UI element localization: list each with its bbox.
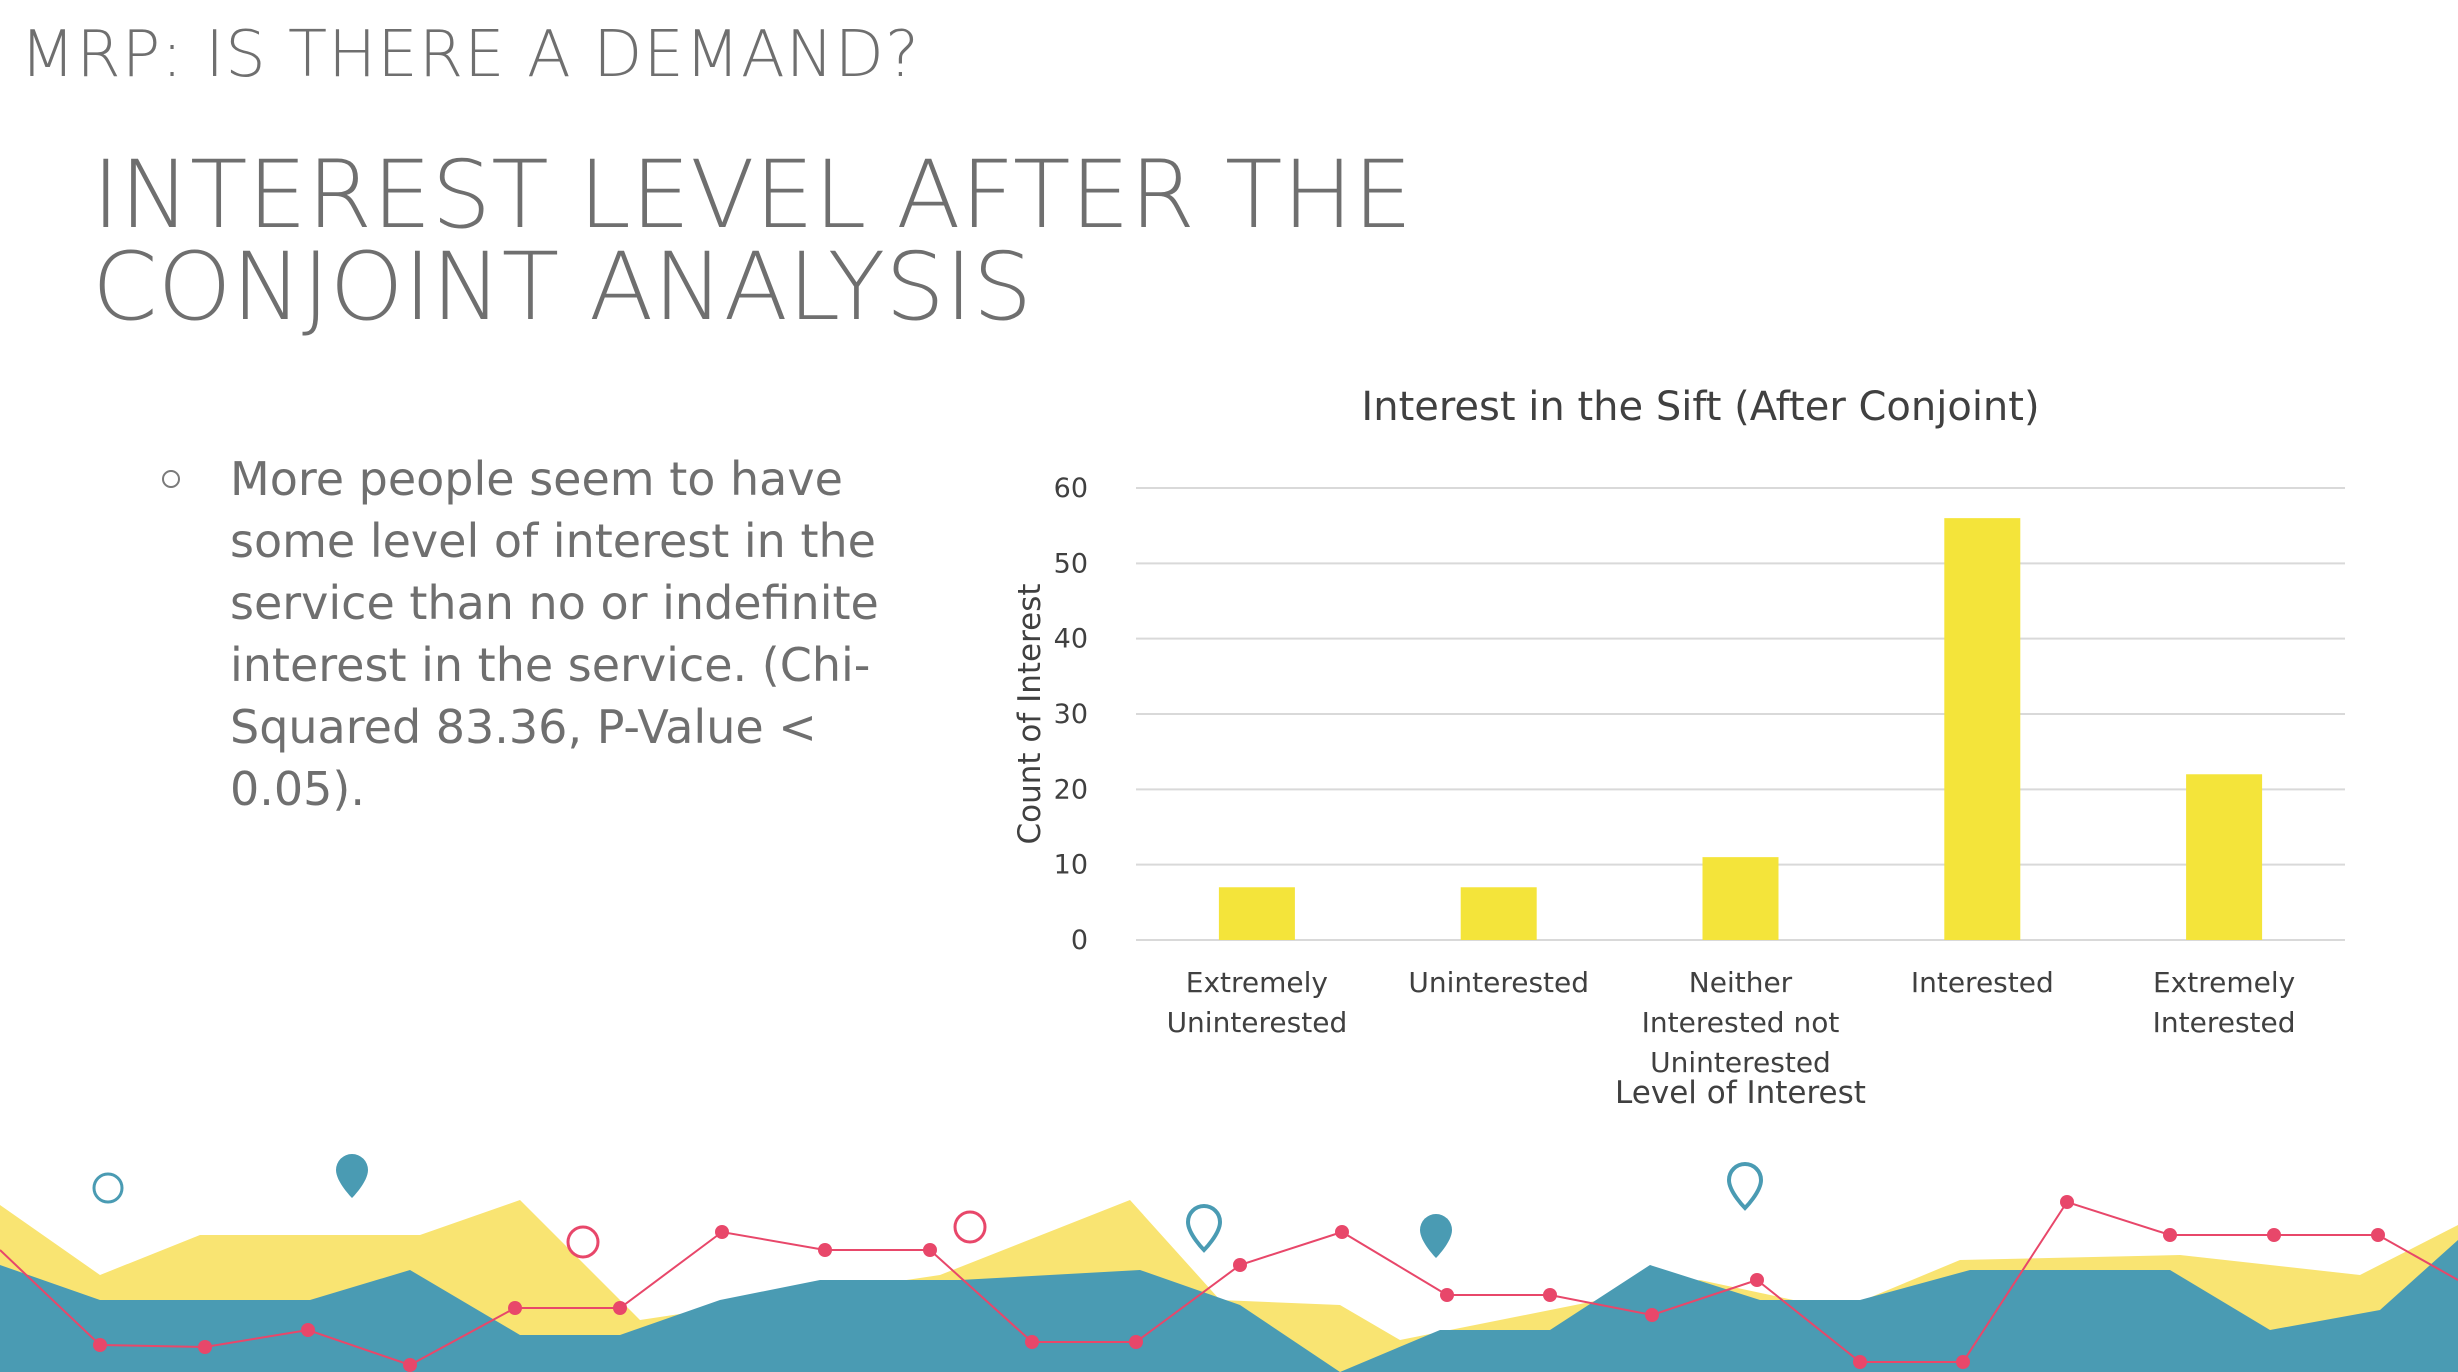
x-tick-label: Extremely bbox=[1186, 966, 1328, 999]
y-tick-label: 20 bbox=[1054, 774, 1088, 805]
pink-dot-marker bbox=[1129, 1335, 1143, 1349]
bar bbox=[1218, 887, 1295, 940]
bar bbox=[1460, 887, 1537, 940]
x-tick-label: Extremely bbox=[2153, 966, 2295, 999]
bar bbox=[1944, 518, 2021, 940]
pink-dot-marker bbox=[1025, 1335, 1039, 1349]
pink-dot-marker bbox=[1233, 1258, 1247, 1272]
pink-line-markers bbox=[93, 1195, 2385, 1372]
bar bbox=[2186, 774, 2263, 940]
pink-dot-marker bbox=[2371, 1228, 2385, 1242]
x-tick-label: Uninterested bbox=[1167, 1006, 1348, 1039]
slide-title-line-2: CONJOINT ANALYSIS bbox=[92, 233, 1033, 342]
x-axis-title: Level of Interest bbox=[1615, 1075, 1866, 1111]
teal-location-pin-outline-icon bbox=[1726, 1162, 1764, 1211]
bullet-text: More people seem to have some level of i… bbox=[230, 452, 879, 816]
pink-dot-marker bbox=[1645, 1308, 1659, 1322]
teal-ring-icon bbox=[92, 1172, 124, 1204]
pink-dot-marker bbox=[1440, 1288, 1454, 1302]
y-tick-label: 10 bbox=[1054, 850, 1088, 881]
pink-dot-marker bbox=[301, 1323, 315, 1337]
pink-dot-marker bbox=[508, 1301, 522, 1315]
pink-dot-marker bbox=[403, 1358, 417, 1372]
pink-ring-icon bbox=[566, 1225, 600, 1259]
pink-dot-marker bbox=[1853, 1355, 1867, 1369]
pink-dot-marker bbox=[198, 1340, 212, 1354]
x-tick-label: Neither bbox=[1689, 966, 1793, 999]
x-tick-label: Uninterested bbox=[1650, 1046, 1831, 1079]
teal-location-pin-icon bbox=[336, 1154, 368, 1198]
y-tick-label: 60 bbox=[1054, 473, 1088, 504]
pink-dot-marker bbox=[1335, 1225, 1349, 1239]
slide-title: INTEREST LEVEL AFTER THE CONJOINT ANALYS… bbox=[92, 141, 1413, 342]
pink-dot-marker bbox=[1956, 1355, 1970, 1369]
decorative-wave-footer bbox=[0, 1154, 2458, 1372]
pink-dot-marker bbox=[818, 1243, 832, 1257]
pink-dot-marker bbox=[93, 1338, 107, 1352]
section-title: MRP: IS THERE A DEMAND? bbox=[20, 18, 920, 92]
y-tick-label: 50 bbox=[1054, 548, 1088, 579]
pink-dot-marker bbox=[2060, 1195, 2074, 1209]
x-tick-label: Interested not bbox=[1642, 1006, 1840, 1039]
pink-dot-marker bbox=[715, 1225, 729, 1239]
bar-chart: Interest in the Sift (After Conjoint) 0 10… bbox=[1012, 384, 2345, 1111]
y-tick-label: 30 bbox=[1054, 699, 1088, 730]
pink-dot-marker bbox=[613, 1301, 627, 1315]
teal-location-pin-outline-icon bbox=[1185, 1204, 1223, 1253]
x-tick-label: Interested bbox=[2153, 1006, 2296, 1039]
bullet-circle-icon bbox=[162, 470, 180, 488]
bar bbox=[1702, 857, 1779, 940]
chart-title: Interest in the Sift (After Conjoint) bbox=[1361, 384, 2039, 430]
y-tick-label: 0 bbox=[1071, 925, 1088, 956]
x-tick-label: Interested bbox=[1911, 966, 2054, 999]
pink-dot-marker bbox=[1750, 1273, 1764, 1287]
teal-wave-shape bbox=[0, 1240, 2458, 1372]
pink-dot-marker bbox=[1543, 1288, 1557, 1302]
pink-dot-marker bbox=[2163, 1228, 2177, 1242]
slide-title-line-1: INTEREST LEVEL AFTER THE bbox=[92, 141, 1413, 250]
y-axis-title: Count of Interest bbox=[1012, 583, 1048, 844]
pink-dot-marker bbox=[2267, 1228, 2281, 1242]
x-tick-label: Uninterested bbox=[1408, 966, 1589, 999]
pink-ring-icon bbox=[953, 1210, 987, 1244]
teal-location-pin-icon bbox=[1420, 1214, 1452, 1258]
pink-dot-marker bbox=[923, 1243, 937, 1257]
y-tick-label: 40 bbox=[1054, 624, 1088, 655]
